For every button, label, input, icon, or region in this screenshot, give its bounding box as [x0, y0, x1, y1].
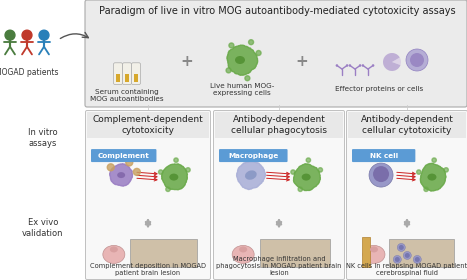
- Ellipse shape: [110, 246, 118, 253]
- FancyBboxPatch shape: [122, 63, 132, 85]
- Text: Live human MOG-
expressing cells: Live human MOG- expressing cells: [210, 83, 274, 96]
- Ellipse shape: [235, 56, 245, 64]
- Bar: [134, 74, 138, 82]
- Circle shape: [5, 30, 15, 40]
- Circle shape: [432, 158, 436, 162]
- Text: +: +: [296, 55, 308, 69]
- Circle shape: [349, 64, 351, 67]
- Text: Ex vivo
validation: Ex vivo validation: [22, 218, 64, 238]
- Circle shape: [186, 168, 190, 172]
- Text: In vitro
assays: In vitro assays: [28, 128, 58, 148]
- Ellipse shape: [103, 246, 125, 263]
- FancyBboxPatch shape: [91, 149, 156, 162]
- Bar: [260, 239, 330, 267]
- Text: Antibody-dependent
cellular phagocytosis: Antibody-dependent cellular phagocytosis: [231, 115, 327, 135]
- Bar: [125, 74, 129, 82]
- FancyBboxPatch shape: [352, 149, 415, 162]
- Wedge shape: [392, 57, 401, 65]
- FancyBboxPatch shape: [113, 63, 122, 85]
- Bar: [116, 74, 120, 82]
- Circle shape: [291, 170, 295, 174]
- Circle shape: [397, 243, 405, 251]
- Circle shape: [226, 68, 231, 73]
- Ellipse shape: [363, 246, 385, 263]
- Bar: [87, 112, 209, 138]
- Circle shape: [413, 255, 421, 263]
- Circle shape: [298, 187, 303, 192]
- Text: NK cell: NK cell: [369, 153, 398, 158]
- Text: Macrophage infiltration and
phagocytosis in MOGAD patient brain
lesion: Macrophage infiltration and phagocytosis…: [216, 256, 342, 276]
- Circle shape: [372, 64, 375, 67]
- Text: Antibody-dependent
cellular cytotoxicity: Antibody-dependent cellular cytotoxicity: [361, 115, 453, 135]
- Circle shape: [406, 49, 428, 71]
- Circle shape: [229, 43, 234, 48]
- Text: Macrophage: Macrophage: [228, 153, 278, 158]
- Circle shape: [256, 50, 261, 55]
- Circle shape: [403, 251, 411, 260]
- Circle shape: [444, 168, 448, 172]
- Text: MOGAD patients: MOGAD patients: [0, 68, 59, 77]
- Circle shape: [410, 53, 424, 67]
- Text: NK cells in relapsing MOGAD patient
cerebrospinal fluid: NK cells in relapsing MOGAD patient cere…: [347, 263, 467, 276]
- Circle shape: [346, 64, 348, 67]
- Ellipse shape: [239, 246, 247, 253]
- Polygon shape: [110, 164, 133, 186]
- Circle shape: [39, 30, 49, 40]
- Circle shape: [306, 158, 311, 162]
- Circle shape: [399, 245, 404, 250]
- FancyBboxPatch shape: [85, 0, 467, 107]
- Polygon shape: [294, 164, 320, 191]
- Circle shape: [393, 255, 401, 263]
- Ellipse shape: [427, 174, 437, 181]
- Circle shape: [158, 170, 163, 174]
- Circle shape: [373, 166, 389, 182]
- Circle shape: [417, 170, 421, 174]
- Circle shape: [405, 253, 410, 258]
- Polygon shape: [227, 45, 258, 75]
- Circle shape: [415, 257, 420, 262]
- Polygon shape: [237, 161, 266, 190]
- Text: Effector proteins or cells: Effector proteins or cells: [335, 86, 423, 92]
- Text: Serum containing
MOG autoantibodies: Serum containing MOG autoantibodies: [90, 89, 164, 102]
- Ellipse shape: [232, 246, 254, 263]
- Circle shape: [318, 168, 323, 172]
- Polygon shape: [162, 164, 187, 190]
- Text: Complement: Complement: [98, 153, 149, 158]
- Circle shape: [361, 64, 364, 67]
- Circle shape: [424, 187, 428, 192]
- FancyBboxPatch shape: [213, 111, 345, 279]
- Ellipse shape: [370, 246, 378, 253]
- FancyBboxPatch shape: [85, 111, 211, 279]
- Circle shape: [22, 30, 32, 40]
- Bar: [389, 239, 454, 267]
- Circle shape: [245, 76, 250, 81]
- Circle shape: [166, 187, 170, 192]
- Text: +: +: [181, 55, 193, 69]
- Bar: [348, 112, 466, 138]
- Circle shape: [248, 40, 254, 45]
- Bar: [362, 237, 370, 267]
- Circle shape: [174, 158, 178, 162]
- Circle shape: [107, 164, 114, 171]
- Ellipse shape: [117, 172, 125, 178]
- Bar: [130, 239, 197, 267]
- Text: Complement deposition in MOGAD
patient brain lesion: Complement deposition in MOGAD patient b…: [90, 263, 206, 276]
- FancyBboxPatch shape: [132, 63, 141, 85]
- Circle shape: [336, 64, 338, 67]
- FancyBboxPatch shape: [219, 149, 288, 162]
- Circle shape: [126, 159, 133, 166]
- Ellipse shape: [302, 174, 311, 181]
- Wedge shape: [383, 53, 401, 71]
- Circle shape: [359, 64, 361, 67]
- Ellipse shape: [170, 174, 178, 181]
- Bar: [215, 112, 343, 138]
- Circle shape: [395, 257, 400, 262]
- Ellipse shape: [245, 170, 257, 180]
- FancyBboxPatch shape: [347, 111, 467, 279]
- Text: Paradigm of live in vitro MOG autoantibody-mediated cytotoxicity assays: Paradigm of live in vitro MOG autoantibo…: [99, 6, 455, 16]
- Circle shape: [134, 168, 141, 175]
- Circle shape: [369, 163, 393, 187]
- Text: Complement-dependent
cytotoxicity: Complement-dependent cytotoxicity: [92, 115, 203, 135]
- Polygon shape: [420, 163, 446, 191]
